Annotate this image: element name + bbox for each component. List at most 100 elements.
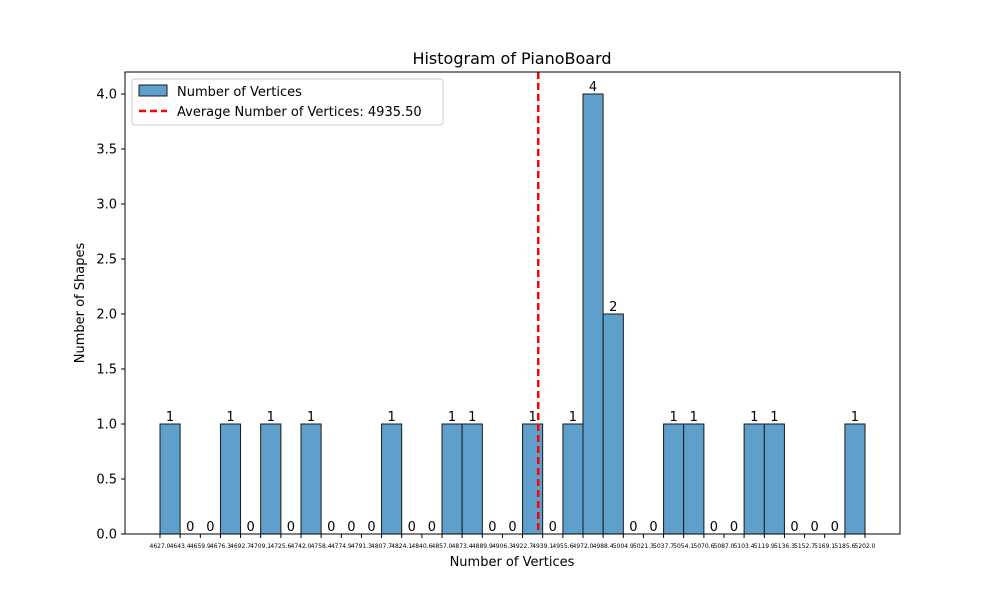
bar-count-label: 0 bbox=[629, 520, 637, 535]
bar-count-label: 0 bbox=[206, 520, 214, 535]
bar-count-label: 0 bbox=[831, 520, 839, 535]
legend-label-average: Average Number of Vertices: 4935.50 bbox=[177, 105, 422, 120]
bar-count-label: 0 bbox=[508, 520, 516, 535]
chart-title: Histogram of PianoBoard bbox=[412, 49, 611, 68]
y-tick-label: 3.0 bbox=[96, 198, 117, 213]
x-tick-label: 5070.6 bbox=[693, 543, 714, 550]
x-tick-label: 4742.0 bbox=[291, 543, 312, 550]
histogram-bar bbox=[562, 423, 584, 535]
bar-count-label: 1 bbox=[569, 410, 577, 425]
x-tick-label: 4791.3 bbox=[351, 543, 372, 550]
x-tick-label: 4889.9 bbox=[472, 543, 493, 550]
legend-label-histogram: Number of Vertices bbox=[177, 85, 302, 100]
bar-count-label: 0 bbox=[327, 520, 335, 535]
x-axis-label: Number of Vertices bbox=[450, 555, 575, 570]
y-tick-label: 0.0 bbox=[96, 528, 117, 543]
x-tick-label: 4922.7 bbox=[512, 543, 533, 550]
x-tick-label: 5202.0 bbox=[855, 543, 876, 550]
x-tick-label: 4709.1 bbox=[250, 543, 271, 550]
x-tick-label: 4692.7 bbox=[230, 543, 251, 550]
bar-count-label: 0 bbox=[810, 520, 818, 535]
legend: Number of Vertices Average Number of Ver… bbox=[131, 78, 444, 126]
histogram-bar bbox=[582, 93, 604, 535]
bar-count-label: 1 bbox=[750, 410, 758, 425]
x-tick-label: 4840.6 bbox=[411, 543, 432, 550]
bar-count-label: 1 bbox=[528, 410, 536, 425]
bar-count-label: 0 bbox=[710, 520, 718, 535]
x-tick-label: 4659.9 bbox=[190, 543, 211, 550]
histogram-bar bbox=[522, 423, 544, 535]
bar-count-label: 1 bbox=[166, 410, 174, 425]
x-tick-label: 5004.9 bbox=[613, 543, 634, 550]
bars-group bbox=[159, 93, 866, 535]
bar-count-label: 0 bbox=[549, 520, 557, 535]
x-tick-label: 4643.4 bbox=[170, 543, 191, 550]
bar-count-label: 0 bbox=[186, 520, 194, 535]
x-tick-label: 4774.9 bbox=[331, 543, 352, 550]
y-tick-label: 2.0 bbox=[96, 308, 117, 323]
bar-count-label: 1 bbox=[448, 410, 456, 425]
x-tick-label: 5152.7 bbox=[794, 543, 815, 550]
axes-frame bbox=[124, 71, 901, 535]
y-tick-label: 4.0 bbox=[96, 88, 117, 103]
histogram-bar bbox=[743, 423, 765, 535]
histogram-bar bbox=[683, 423, 705, 535]
bar-count-label: 0 bbox=[730, 520, 738, 535]
y-axis-ticks: 0.0 0.5 1.0 1.5 2.0 2.5 3.0 3.5 4.0 bbox=[96, 88, 125, 543]
bar-count-label: 0 bbox=[367, 520, 375, 535]
x-tick-label: 5021.3 bbox=[633, 543, 654, 550]
bar-count-label: 1 bbox=[690, 410, 698, 425]
histogram-bar bbox=[441, 423, 463, 535]
bar-count-label: 1 bbox=[851, 410, 859, 425]
x-tick-label: 5119.9 bbox=[754, 543, 775, 550]
histogram-bar bbox=[844, 423, 866, 535]
bar-count-label: 1 bbox=[267, 410, 275, 425]
bar-count-label: 0 bbox=[287, 520, 295, 535]
x-tick-label: 4857.0 bbox=[432, 543, 453, 550]
x-tick-label: 5103.4 bbox=[734, 543, 755, 550]
bar-count-label: 1 bbox=[770, 410, 778, 425]
bar-count-label: 4 bbox=[589, 80, 597, 95]
x-tick-label: 4676.3 bbox=[210, 543, 231, 550]
y-tick-label: 1.5 bbox=[96, 363, 117, 378]
x-tick-label: 4988.4 bbox=[593, 543, 614, 550]
bar-count-label: 0 bbox=[649, 520, 657, 535]
x-tick-label: 4758.4 bbox=[311, 543, 332, 550]
x-tick-label: 5037.7 bbox=[653, 543, 674, 550]
y-tick-label: 2.5 bbox=[96, 253, 117, 268]
y-tick-label: 3.5 bbox=[96, 143, 117, 158]
x-tick-label: 5136.3 bbox=[774, 543, 795, 550]
legend-box bbox=[131, 78, 444, 126]
bar-count-label: 2 bbox=[609, 300, 617, 315]
x-tick-label: 4906.3 bbox=[492, 543, 513, 550]
x-axis-ticks: 4627.0 4643.4 4659.9 4676.3 4692.7 4709.1 4725… bbox=[150, 534, 876, 550]
bar-count-label: 0 bbox=[347, 520, 355, 535]
bar-count-label: 0 bbox=[246, 520, 254, 535]
bar-count-label: 1 bbox=[307, 410, 315, 425]
bar-count-label: 0 bbox=[790, 520, 798, 535]
bar-count-label: 1 bbox=[669, 410, 677, 425]
bar-count-label: 0 bbox=[488, 520, 496, 535]
x-tick-label: 5087.0 bbox=[714, 543, 735, 550]
x-tick-label: 5169.1 bbox=[814, 543, 835, 550]
x-tick-label: 5185.6 bbox=[834, 543, 855, 550]
bar-count-label: 1 bbox=[226, 410, 234, 425]
histogram-bar bbox=[602, 313, 624, 535]
x-tick-label: 4725.6 bbox=[270, 543, 291, 550]
x-tick-label: 4824.1 bbox=[391, 543, 412, 550]
y-axis-label: Number of Shapes bbox=[73, 243, 88, 364]
x-tick-label: 4939.1 bbox=[532, 543, 553, 550]
y-tick-label: 1.0 bbox=[96, 418, 117, 433]
histogram-bar bbox=[300, 423, 322, 535]
x-tick-label: 4807.7 bbox=[371, 543, 392, 550]
x-tick-label: 4972.0 bbox=[573, 543, 594, 550]
bar-count-label: 1 bbox=[387, 410, 395, 425]
y-tick-label: 0.5 bbox=[96, 473, 117, 488]
histogram-bar bbox=[663, 423, 685, 535]
bar-count-label: 0 bbox=[408, 520, 416, 535]
histogram-bar bbox=[219, 423, 242, 535]
x-tick-label: 4955.6 bbox=[552, 543, 573, 550]
x-tick-label: 4873.4 bbox=[452, 543, 473, 550]
